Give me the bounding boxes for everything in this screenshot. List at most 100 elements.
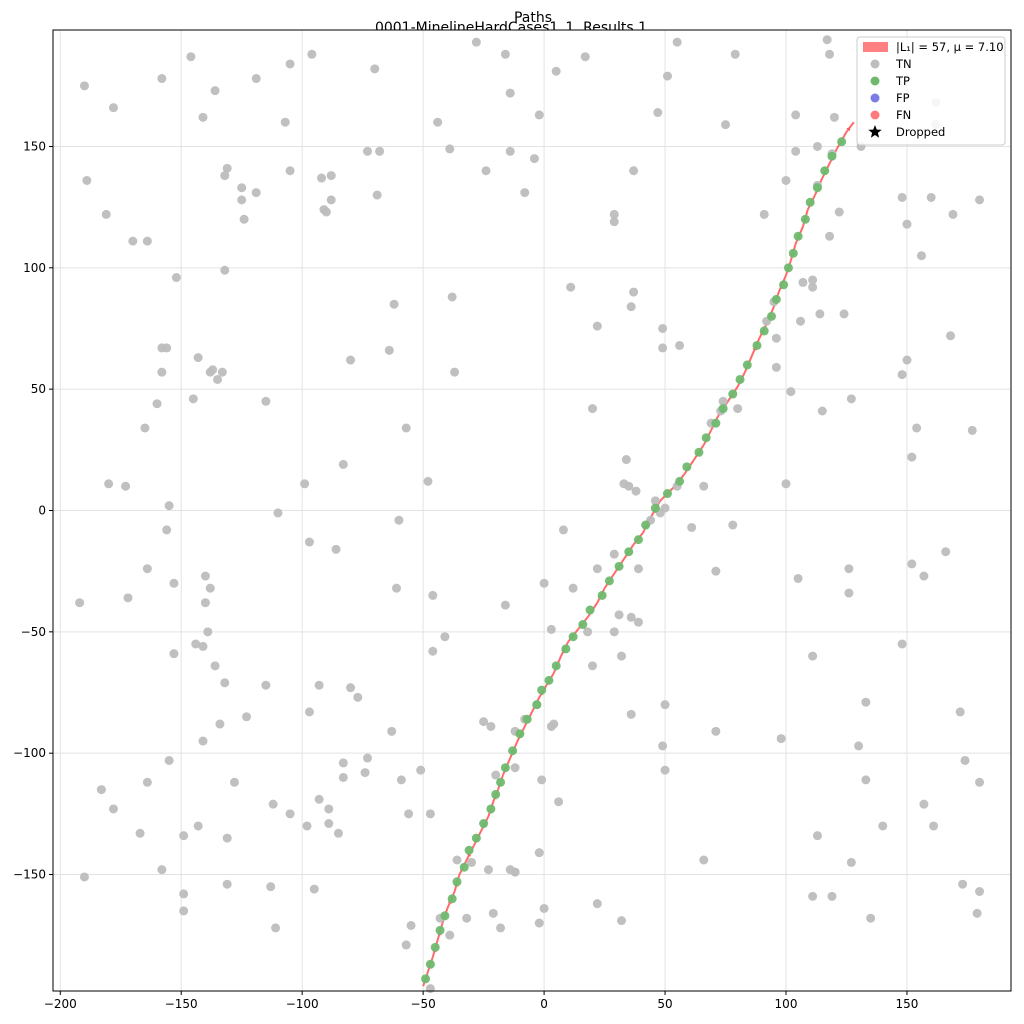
tp-point [440, 911, 450, 921]
tp-point [614, 561, 624, 571]
tn-point [450, 367, 460, 377]
tn-point [217, 367, 227, 377]
tn-point [592, 321, 602, 331]
tn-point [539, 578, 549, 588]
y-tick-label: −150 [13, 868, 46, 882]
tp-point [447, 894, 457, 904]
tn-point [220, 171, 230, 181]
tn-point [425, 984, 435, 994]
tn-point [534, 110, 544, 120]
tp-point [779, 280, 789, 290]
tn-point [372, 190, 382, 200]
tn-point [791, 110, 801, 120]
tp-point [624, 547, 634, 557]
tn-point [486, 721, 496, 731]
tn-point [481, 166, 491, 176]
tn-point [711, 566, 721, 576]
tn-point [587, 404, 597, 414]
legend-dot-swatch [870, 76, 880, 86]
tn-point [271, 923, 281, 933]
tn-point [338, 758, 348, 768]
tp-point [500, 763, 510, 773]
tn-point [534, 848, 544, 858]
tn-point [566, 282, 576, 292]
tn-point [592, 564, 602, 574]
tn-point [324, 804, 334, 814]
tn-point [839, 309, 849, 319]
tn-point [587, 661, 597, 671]
x-tick-label: 50 [657, 997, 672, 1011]
tn-point [362, 753, 372, 763]
tn-point [658, 343, 668, 353]
tp-point [783, 263, 793, 273]
tn-point [162, 343, 172, 353]
tn-point [771, 362, 781, 372]
tn-point [907, 559, 917, 569]
tn-point [285, 59, 295, 69]
tn-point [307, 49, 317, 59]
tn-point [208, 365, 218, 375]
tn-point [479, 717, 489, 727]
tn-point [222, 879, 232, 889]
tp-point [479, 819, 489, 829]
tp-point [578, 620, 588, 630]
tp-point [793, 231, 803, 241]
tn-point [471, 37, 481, 47]
tn-point [941, 547, 951, 557]
tn-point [621, 455, 631, 465]
tp-point [662, 489, 672, 499]
tn-point [79, 81, 89, 91]
tp-point [767, 311, 776, 321]
tn-point [123, 593, 133, 603]
tn-point [916, 251, 926, 261]
tn-point [404, 809, 414, 819]
tn-point [948, 209, 958, 219]
tp-point [788, 248, 798, 258]
tn-point [626, 612, 636, 622]
tn-point [447, 292, 457, 302]
legend-label: TN [895, 57, 912, 71]
tn-point [268, 799, 278, 809]
tp-point [701, 433, 711, 443]
tn-point [200, 571, 210, 581]
legend-star-swatch [868, 125, 882, 138]
tn-point [210, 86, 220, 96]
tn-point [733, 404, 743, 414]
tn-point [861, 697, 871, 707]
tn-point [401, 940, 411, 950]
tn-point [261, 680, 271, 690]
tn-point [309, 884, 319, 894]
tn-point [897, 639, 907, 649]
tp-point [452, 877, 462, 887]
tn-point [304, 707, 314, 717]
x-tick-label: 150 [896, 997, 919, 1011]
x-tick-label: 0 [540, 997, 548, 1011]
tn-point [781, 479, 791, 489]
tn-point [902, 219, 912, 229]
tn-point [188, 394, 198, 404]
tn-point [121, 481, 131, 491]
tn-point [825, 231, 835, 241]
tn-point [546, 624, 556, 634]
tn-point [285, 166, 295, 176]
tn-point [198, 112, 208, 122]
tn-point [462, 913, 472, 923]
tn-point [558, 525, 568, 535]
tp-point [800, 214, 810, 224]
tn-point [425, 809, 435, 819]
legend-label: |L₁| = 57, μ = 7.10 [896, 40, 1004, 54]
tn-point [82, 175, 92, 185]
tn-point [433, 117, 443, 127]
tn-point [510, 763, 520, 773]
tn-point [626, 709, 636, 719]
tn-point [338, 459, 348, 469]
tn-point [215, 719, 225, 729]
tn-point [897, 192, 907, 202]
tn-point [583, 627, 593, 637]
tn-point [222, 833, 232, 843]
tn-point [496, 923, 506, 933]
tn-point [505, 88, 515, 98]
tn-point [829, 112, 839, 122]
tn-point [333, 828, 343, 838]
tn-point [919, 799, 929, 809]
